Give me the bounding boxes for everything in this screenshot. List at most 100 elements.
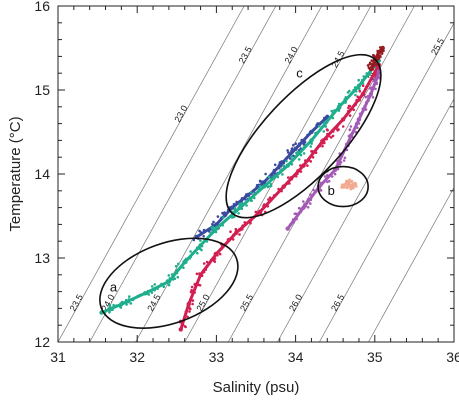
data-point	[327, 179, 331, 183]
data-point	[360, 111, 364, 115]
data-point	[127, 300, 130, 304]
data-point	[363, 105, 367, 109]
data-point	[372, 79, 376, 82]
data-point	[358, 96, 362, 100]
data-point	[296, 150, 300, 154]
data-point	[232, 202, 236, 206]
data-point	[353, 86, 357, 89]
data-point	[150, 291, 154, 294]
data-point	[214, 251, 219, 256]
data-point	[282, 161, 286, 165]
data-point	[309, 193, 312, 196]
data-point	[309, 198, 313, 201]
data-point	[196, 279, 200, 283]
y-tick-label: 16	[34, 0, 50, 14]
isopycnal-label: 26.0	[287, 293, 304, 313]
data-point	[347, 106, 350, 110]
data-point	[175, 271, 179, 275]
data-point	[125, 303, 128, 306]
y-tick-label: 15	[34, 82, 50, 98]
data-point	[326, 128, 329, 132]
data-point	[173, 277, 177, 281]
data-point	[291, 218, 295, 221]
data-point	[198, 284, 202, 287]
data-point	[380, 45, 385, 51]
data-point	[327, 134, 331, 138]
data-point	[316, 122, 319, 125]
data-point	[202, 262, 206, 265]
data-point	[211, 222, 214, 226]
data-point	[237, 212, 240, 215]
data-point	[368, 66, 374, 72]
data-point	[367, 82, 371, 86]
data-point	[150, 285, 154, 288]
data-point	[168, 277, 171, 280]
data-point	[127, 298, 131, 301]
data-point	[191, 302, 194, 306]
data-point	[294, 142, 298, 145]
data-point	[212, 220, 215, 224]
data-point	[285, 163, 290, 168]
data-point	[343, 97, 347, 101]
region-label-b: b	[328, 183, 335, 198]
data-point	[138, 293, 142, 297]
data-point	[207, 262, 211, 266]
data-point	[373, 77, 377, 80]
data-point	[212, 259, 216, 263]
data-point	[218, 252, 222, 256]
series-5	[366, 45, 385, 72]
data-point	[311, 156, 315, 159]
data-point	[243, 223, 246, 227]
data-point	[124, 298, 128, 302]
data-point	[372, 72, 376, 76]
data-point	[202, 235, 205, 238]
data-point	[178, 327, 183, 332]
data-point	[347, 109, 350, 113]
data-point	[269, 177, 273, 181]
data-point	[367, 99, 370, 102]
isopycnal-line	[135, 6, 323, 342]
data-point	[186, 315, 189, 319]
data-point	[377, 57, 381, 60]
data-point	[291, 158, 294, 161]
data-point	[315, 131, 318, 135]
data-point	[366, 94, 370, 98]
data-point	[243, 221, 246, 224]
data-point	[295, 217, 298, 221]
data-point	[337, 102, 341, 106]
data-point	[310, 150, 313, 153]
region-ellipses	[99, 53, 382, 329]
data-point	[292, 143, 295, 147]
isopycnal-label: 23.0	[172, 104, 189, 124]
data-point	[146, 289, 150, 293]
x-axis-title: Salinity (psu)	[213, 379, 300, 396]
data-point	[240, 198, 243, 202]
data-point	[293, 146, 298, 151]
data-point	[289, 176, 293, 179]
data-point	[216, 215, 220, 218]
data-point	[280, 189, 283, 193]
data-point	[299, 210, 303, 214]
data-point	[222, 216, 225, 219]
isopycnal-labels: 23.023.5 24.0 24.525.025.523.5 24.0 24.5 25.0…	[68, 36, 447, 312]
data-point	[255, 185, 259, 188]
data-point	[321, 138, 326, 143]
x-tick-label: 31	[50, 349, 66, 365]
data-point	[292, 220, 296, 224]
data-point	[264, 172, 267, 176]
data-point	[205, 240, 209, 243]
data-point	[230, 205, 235, 210]
data-point	[272, 175, 276, 179]
data-point	[288, 153, 291, 156]
data-point	[302, 143, 306, 146]
data-point	[337, 109, 341, 112]
isopycnal-label: 24.5	[145, 293, 162, 313]
data-point	[108, 305, 112, 308]
data-point	[326, 132, 329, 136]
data-point	[361, 107, 365, 111]
data-point	[254, 210, 258, 214]
data-point	[376, 50, 381, 55]
data-point	[350, 135, 354, 139]
data-point	[364, 101, 368, 104]
